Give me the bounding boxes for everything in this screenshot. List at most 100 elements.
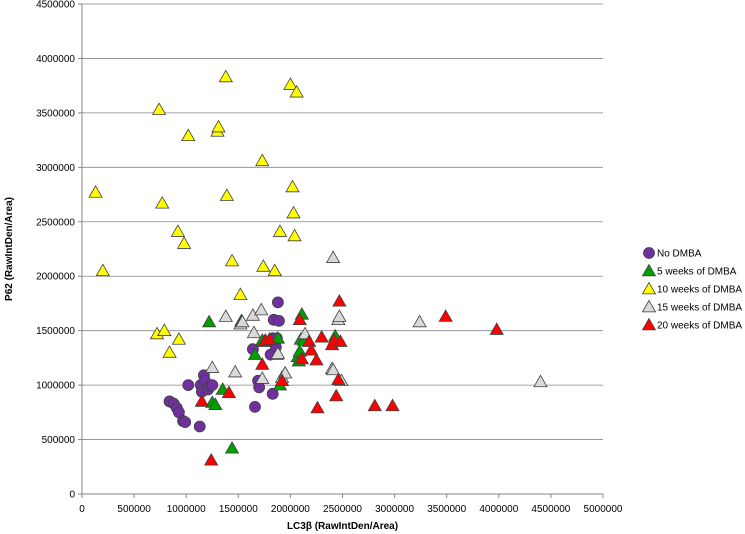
point-10-weeks-of-dmba (285, 179, 300, 193)
point-10-weeks-of-dmba (219, 188, 235, 201)
x-tick-label: 1500000 (219, 504, 258, 515)
point-no-dmba (206, 379, 219, 392)
point-no-dmba (179, 416, 192, 429)
point-20-weeks-of-dmba (309, 352, 324, 366)
point-10-weeks-of-dmba (218, 69, 233, 83)
x-tick-label: 4000000 (479, 504, 518, 515)
axis-ticks: 0 500000 1000000 1500000 2000000 2500000 30000… (36, 0, 623, 515)
data-points (88, 69, 548, 466)
point-20-weeks-of-dmba (314, 329, 329, 343)
point-20-weeks-of-dmba (310, 400, 325, 414)
point-10-weeks-of-dmba (88, 185, 103, 198)
point-20-weeks-of-dmba (385, 398, 400, 412)
point-no-dmba (271, 296, 284, 309)
point-10-weeks-of-dmba (176, 236, 192, 249)
point-20-weeks-of-dmba (194, 394, 210, 407)
point-no-dmba (266, 387, 279, 400)
point-10-weeks-of-dmba (233, 287, 248, 301)
point-10-weeks-of-dmba (256, 259, 271, 272)
y-tick-label: 500000 (42, 435, 76, 446)
point-20-weeks-of-dmba (438, 309, 453, 322)
point-15-weeks-of-dmba (235, 314, 250, 328)
point-20-weeks-of-dmba (333, 334, 348, 347)
x-tick-label: 0 (79, 504, 85, 515)
point-15-weeks-of-dmba (270, 346, 286, 359)
point-no-dmba (182, 379, 195, 392)
y-tick-label: 4000000 (36, 54, 75, 65)
point-10-weeks-of-dmba (151, 102, 167, 115)
point-20-weeks-of-dmba (292, 312, 307, 326)
point-15-weeks-of-dmba (412, 314, 427, 328)
point-10-weeks-of-dmba (170, 224, 186, 237)
legend-item-20-weeks-of-dmba: 20 weeks of DMBA (641, 317, 742, 332)
point-15-weeks-of-dmba (533, 374, 548, 388)
point-15-weeks-of-dmba (325, 362, 341, 376)
point-20-weeks-of-dmba (329, 388, 344, 402)
legend-label: No DMBA (657, 249, 702, 260)
x-tick-label: 5000000 (584, 504, 623, 515)
point-5-weeks-of-dmba (270, 330, 286, 344)
x-axis-title: LC3β (RawIntDen/Area) (287, 521, 398, 532)
point-no-dmba (249, 400, 261, 413)
point-10-weeks-of-dmba (283, 77, 298, 90)
y-tick-label: 3500000 (36, 108, 75, 119)
point-5-weeks-of-dmba (201, 314, 217, 328)
point-5-weeks-of-dmba (208, 397, 223, 410)
x-tick-label: 3000000 (375, 504, 414, 515)
point-20-weeks-of-dmba (304, 342, 319, 356)
x-tick-label: 500000 (117, 504, 151, 515)
x-tick-label: 1000000 (167, 504, 206, 515)
point-20-weeks-of-dmba (301, 334, 317, 347)
point-15-weeks-of-dmba (332, 309, 347, 322)
point-10-weeks-of-dmba (211, 119, 226, 133)
legend-label: 20 weeks of DMBA (657, 321, 742, 332)
point-20-weeks-of-dmba (489, 322, 504, 335)
legend-item-15-weeks-of-dmba: 15 weeks of DMBA (641, 299, 742, 314)
y-tick-label: 4500000 (36, 0, 75, 11)
legend-marker-10-weeks-of-dmba (641, 281, 657, 295)
point-10-weeks-of-dmba (267, 263, 282, 277)
point-10-weeks-of-dmba (272, 224, 288, 237)
point-10-weeks-of-dmba (157, 323, 172, 336)
point-20-weeks-of-dmba (294, 351, 310, 365)
x-tick-label: 2500000 (323, 504, 362, 515)
y-tick-label: 0 (69, 490, 75, 501)
point-15-weeks-of-dmba (246, 325, 262, 339)
point-10-weeks-of-dmba (162, 345, 177, 358)
y-tick-label: 1500000 (36, 326, 75, 337)
legend-marker-20-weeks-of-dmba (641, 317, 657, 331)
legend-item-no-dmba: No DMBA (643, 247, 702, 260)
point-15-weeks-of-dmba (227, 364, 243, 378)
point-15-weeks-of-dmba (254, 302, 269, 316)
point-10-weeks-of-dmba (155, 195, 170, 209)
legend: No DMBA 5 weeks of DMBA 10 weeks of DMBA 15… (641, 247, 742, 332)
y-tick-label: 3000000 (36, 163, 75, 174)
point-10-weeks-of-dmba (286, 205, 301, 219)
point-5-weeks-of-dmba (224, 440, 240, 454)
legend-item-5-weeks-of-dmba: 5 weeks of DMBA (641, 263, 737, 278)
point-10-weeks-of-dmba (95, 263, 111, 277)
point-10-weeks-of-dmba (255, 153, 270, 167)
point-15-weeks-of-dmba (255, 371, 270, 384)
point-15-weeks-of-dmba (205, 360, 220, 373)
x-tick-label: 2000000 (271, 504, 310, 515)
point-10-weeks-of-dmba (289, 84, 304, 98)
legend-marker-15-weeks-of-dmba (641, 299, 657, 313)
legend-marker-5-weeks-of-dmba (641, 263, 657, 277)
point-no-dmba (273, 314, 285, 327)
point-10-weeks-of-dmba (224, 253, 240, 267)
y-tick-label: 2500000 (36, 217, 75, 228)
point-20-weeks-of-dmba (221, 385, 237, 399)
point-10-weeks-of-dmba (181, 128, 196, 142)
point-20-weeks-of-dmba (274, 373, 290, 387)
point-no-dmba (193, 420, 206, 433)
point-20-weeks-of-dmba (262, 332, 277, 345)
x-tick-label: 3500000 (427, 504, 466, 515)
point-10-weeks-of-dmba (171, 332, 187, 345)
y-axis-title: P62 (RawIntDen/Area) (4, 197, 15, 301)
legend-label: 15 weeks of DMBA (657, 303, 742, 314)
gridlines (82, 3, 603, 440)
point-20-weeks-of-dmba (204, 452, 219, 466)
y-tick-label: 2000000 (36, 272, 75, 283)
